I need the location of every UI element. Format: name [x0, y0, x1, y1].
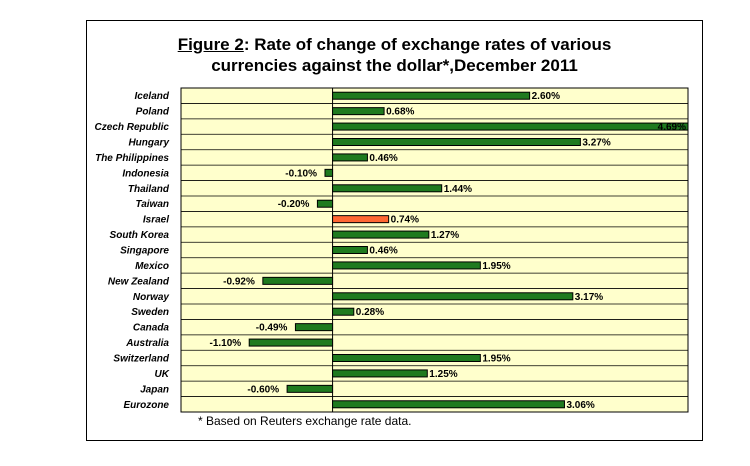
bar [262, 276, 334, 285]
category-label: Taiwan [135, 199, 169, 210]
chart-title: Figure 2: Rate of change of exchange rat… [86, 34, 703, 76]
category-label: Czech Republic [95, 122, 170, 133]
bar [332, 354, 481, 362]
data-label: -0.92% [223, 276, 255, 287]
bar [332, 153, 368, 162]
title-figure-label: Figure 2 [177, 35, 244, 54]
data-label: 4.69% [658, 122, 686, 133]
bar [294, 323, 334, 332]
bar [316, 199, 334, 208]
category-label: Switzerland [113, 354, 169, 365]
bar [332, 122, 689, 131]
category-label: Sweden [131, 307, 169, 318]
bar [332, 307, 355, 316]
data-label: 0.74% [391, 215, 419, 226]
data-label: 3.27% [582, 138, 610, 149]
bar [332, 184, 443, 193]
data-label: -1.10% [210, 338, 242, 349]
data-label: 0.46% [369, 153, 397, 164]
category-label: The Philippines [95, 153, 169, 164]
bar [332, 138, 581, 146]
data-label: -0.49% [256, 323, 288, 334]
bar [324, 168, 334, 177]
bar [332, 107, 385, 116]
category-label: Poland [136, 107, 170, 118]
category-label: UK [155, 369, 170, 380]
data-label: -0.20% [278, 199, 310, 210]
footnote: * Based on Reuters exchange rate data. [198, 414, 412, 428]
bar [332, 400, 565, 409]
bar [332, 91, 531, 100]
data-label: 1.95% [482, 354, 510, 365]
category-label: Indonesia [122, 168, 169, 179]
category-label: South Korea [110, 230, 170, 241]
data-label: 0.28% [356, 307, 384, 318]
category-label: New Zealand [108, 276, 170, 287]
category-label: Singapore [120, 246, 169, 257]
category-label: Australia [125, 338, 169, 349]
plot-area [180, 87, 689, 413]
data-label: 0.68% [386, 107, 414, 118]
category-label: Thailand [128, 184, 170, 195]
bar [286, 384, 334, 393]
data-label: 1.44% [444, 184, 472, 195]
data-label: 1.95% [482, 261, 510, 272]
bar [332, 369, 428, 378]
category-label: Norway [133, 292, 170, 303]
category-label: Iceland [135, 91, 170, 102]
category-label: Japan [140, 384, 169, 395]
bar [332, 246, 368, 254]
category-label: Israel [143, 215, 169, 226]
data-label: 0.46% [369, 246, 397, 257]
category-label: Eurozone [123, 400, 169, 411]
title-line-1: : Rate of change of exchange rates of va… [243, 35, 612, 54]
data-label: 1.25% [429, 369, 457, 380]
bar [332, 261, 481, 270]
data-label: 1.27% [431, 230, 459, 241]
bar [332, 215, 390, 224]
title-line-2: currencies against the dollar*,December … [211, 56, 578, 75]
bar [332, 230, 430, 239]
category-label: Hungary [128, 138, 169, 149]
bar [332, 292, 574, 301]
data-label: 3.06% [566, 400, 594, 411]
bar [248, 338, 334, 347]
category-label: Canada [133, 323, 170, 334]
category-label: Mexico [135, 261, 169, 272]
data-label: -0.60% [247, 384, 279, 395]
data-label: -0.10% [285, 168, 317, 179]
data-label: 2.60% [532, 91, 560, 102]
data-label: 3.17% [575, 292, 603, 303]
